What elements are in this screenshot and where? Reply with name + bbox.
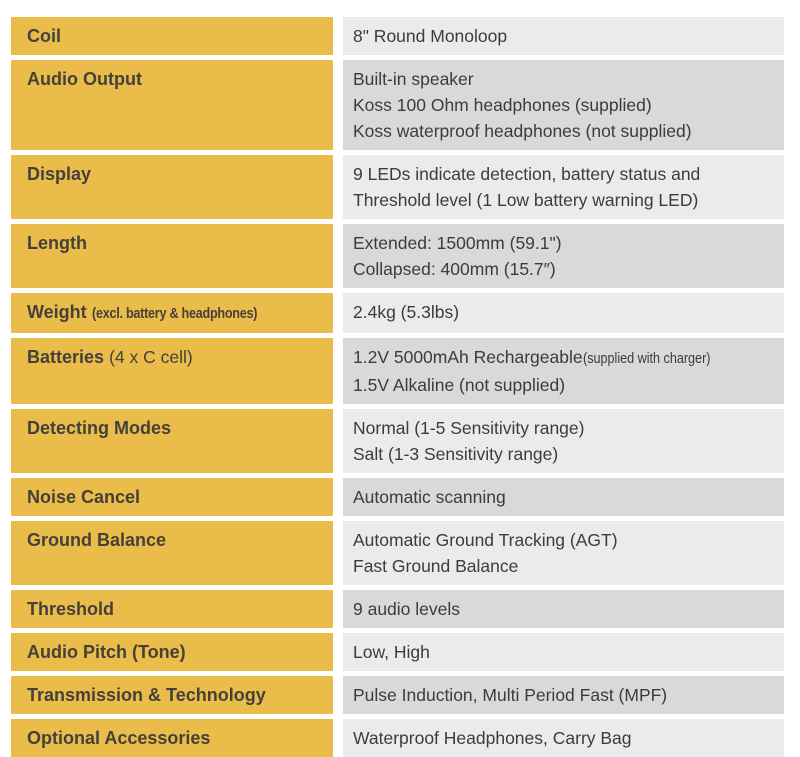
spec-label-cell: Audio Pitch (Tone)	[11, 633, 333, 671]
spec-value-cell: Waterproof Headphones, Carry Bag	[343, 719, 784, 757]
spec-value-line: Normal (1-5 Sensitivity range)	[353, 415, 772, 441]
spec-value-text: Koss waterproof headphones (not supplied…	[353, 121, 692, 141]
spec-label: Ground Balance	[27, 530, 167, 550]
spec-label: Noise Cancel	[27, 487, 141, 507]
spec-value-cell: Extended: 1500mm (59.1") Collapsed: 400mm…	[343, 224, 784, 288]
spec-value-cell: 2.4kg (5.3lbs)	[343, 293, 784, 333]
spec-row: Weight (excl. battery & headphones) 2.4k…	[11, 293, 784, 333]
spec-label: Weight	[27, 302, 87, 322]
spec-value-text: Built-in speaker	[353, 69, 474, 89]
spec-value-text: Automatic scanning	[353, 487, 506, 507]
spec-value-text: Extended: 1500mm (59.1")	[353, 233, 562, 253]
spec-label-note: (4 x C cell)	[109, 347, 193, 367]
spec-label-cell: Transmission & Technology	[11, 676, 333, 714]
spec-label: Detecting Modes	[27, 418, 172, 438]
spec-label: Length	[27, 233, 87, 253]
spec-value-line: 1.2V 5000mAh Rechargeable (supplied with…	[353, 344, 772, 372]
spec-value-text: Collapsed: 400mm (15.7″)	[353, 259, 556, 279]
spec-value-text: Pulse Induction, Multi Period Fast (MPF)	[353, 685, 668, 705]
spec-value-text: Threshold level (1 Low battery warning L…	[353, 190, 699, 210]
spec-label-cell: Coil	[11, 17, 333, 55]
spec-label: Display	[27, 164, 92, 184]
spec-value-text: Koss 100 Ohm headphones (supplied)	[353, 95, 652, 115]
spec-label: Coil	[27, 26, 61, 46]
spec-value-line: 2.4kg (5.3lbs)	[353, 299, 772, 325]
spec-value-cell: 9 LEDs indicate detection, battery statu…	[343, 155, 784, 219]
spec-row: Ground Balance Automatic Ground Tracking…	[11, 521, 784, 585]
spec-row: Audio Pitch (Tone) Low, High	[11, 633, 784, 671]
spec-value-cell: Automatic scanning	[343, 478, 784, 516]
spec-value-text: 8" Round Monoloop	[353, 26, 508, 46]
spec-label-note: (excl. battery & headphones)	[91, 305, 257, 322]
spec-row: Transmission & Technology Pulse Inductio…	[11, 676, 784, 714]
spec-value-line: Fast Ground Balance	[353, 553, 772, 579]
spec-label-cell: Optional Accessories	[11, 719, 333, 757]
spec-label-cell: Audio Output	[11, 60, 333, 150]
spec-row: Length Extended: 1500mm (59.1") Collapsed…	[11, 224, 784, 288]
spec-value-line: 8" Round Monoloop	[353, 23, 772, 49]
spec-value-cell: 1.2V 5000mAh Rechargeable (supplied with…	[343, 338, 784, 404]
spec-value-line: Extended: 1500mm (59.1")	[353, 230, 772, 256]
spec-value-line: Automatic scanning	[353, 484, 772, 510]
spec-label-cell: Detecting Modes	[11, 409, 333, 473]
spec-value-line: Threshold level (1 Low battery warning L…	[353, 187, 772, 213]
spec-label-cell: Ground Balance	[11, 521, 333, 585]
spec-label: Transmission & Technology	[27, 685, 266, 705]
spec-value-line: Built-in speaker	[353, 66, 772, 92]
spec-value-cell: 8" Round Monoloop	[343, 17, 784, 55]
spec-value-line: Collapsed: 400mm (15.7″)	[353, 256, 772, 282]
spec-value-cell: Automatic Ground Tracking (AGT) Fast Grou…	[343, 521, 784, 585]
spec-label: Threshold	[27, 599, 115, 619]
spec-label-cell: Noise Cancel	[11, 478, 333, 516]
spec-row: Noise Cancel Automatic scanning	[11, 478, 784, 516]
spec-value-text: Automatic Ground Tracking (AGT)	[353, 530, 618, 550]
spec-value-text: 1.5V Alkaline (not supplied)	[353, 375, 566, 395]
spec-row: Batteries (4 x C cell) 1.2V 5000mAh Rech…	[11, 338, 784, 404]
spec-label-cell: Length	[11, 224, 333, 288]
spec-label-cell: Weight (excl. battery & headphones)	[11, 293, 333, 333]
spec-row: Display 9 LEDs indicate detection, batte…	[11, 155, 784, 219]
spec-value-text: Normal (1-5 Sensitivity range)	[353, 418, 585, 438]
spec-value-text: 9 LEDs indicate detection, battery statu…	[353, 164, 701, 184]
spec-value-text: 2.4kg (5.3lbs)	[353, 302, 460, 322]
spec-value-text: Low, High	[353, 642, 430, 662]
spec-value-line: 1.5V Alkaline (not supplied)	[353, 372, 772, 398]
spec-label: Batteries	[27, 347, 105, 367]
spec-value-cell: Low, High	[343, 633, 784, 671]
spec-value-line: Waterproof Headphones, Carry Bag	[353, 725, 772, 751]
spec-value-text: 1.2V 5000mAh Rechargeable	[353, 347, 583, 367]
spec-value-cell: Normal (1-5 Sensitivity range) Salt (1-3 …	[343, 409, 784, 473]
spec-value-line: Koss waterproof headphones (not supplied…	[353, 118, 772, 144]
spec-row: Threshold 9 audio levels	[11, 590, 784, 628]
spec-label: Audio Output	[27, 69, 142, 89]
spec-value-note: (supplied with charger)	[582, 350, 711, 367]
spec-value-line: Automatic Ground Tracking (AGT)	[353, 527, 772, 553]
spec-table: Coil 8" Round Monoloop Audio Output Buil…	[11, 17, 784, 757]
spec-label-cell: Batteries (4 x C cell)	[11, 338, 333, 404]
spec-value-cell: Built-in speaker Koss 100 Ohm headphones …	[343, 60, 784, 150]
spec-value-cell: Pulse Induction, Multi Period Fast (MPF)	[343, 676, 784, 714]
spec-value-cell: 9 audio levels	[343, 590, 784, 628]
spec-value-line: Salt (1-3 Sensitivity range)	[353, 441, 772, 467]
spec-label-cell: Display	[11, 155, 333, 219]
spec-value-line: 9 audio levels	[353, 596, 772, 622]
spec-value-text: Salt (1-3 Sensitivity range)	[353, 444, 559, 464]
spec-label: Optional Accessories	[27, 728, 211, 748]
spec-value-line: Low, High	[353, 639, 772, 665]
spec-row: Coil 8" Round Monoloop	[11, 17, 784, 55]
spec-label: Audio Pitch (Tone)	[27, 642, 186, 662]
spec-row: Optional Accessories Waterproof Headphon…	[11, 719, 784, 757]
spec-value-text: Waterproof Headphones, Carry Bag	[353, 728, 632, 748]
spec-value-line: Pulse Induction, Multi Period Fast (MPF)	[353, 682, 772, 708]
spec-value-line: Koss 100 Ohm headphones (supplied)	[353, 92, 772, 118]
spec-row: Detecting Modes Normal (1-5 Sensitivity …	[11, 409, 784, 473]
spec-value-text: 9 audio levels	[353, 599, 461, 619]
spec-row: Audio Output Built-in speaker Koss 100 Oh…	[11, 60, 784, 150]
spec-label-cell: Threshold	[11, 590, 333, 628]
spec-value-line: 9 LEDs indicate detection, battery statu…	[353, 161, 772, 187]
spec-value-text: Fast Ground Balance	[353, 556, 519, 576]
